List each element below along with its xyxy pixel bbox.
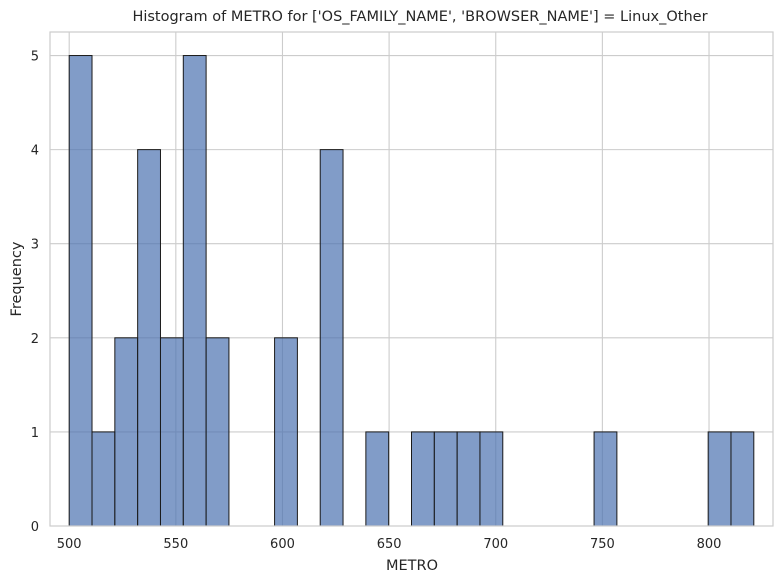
histogram-bar xyxy=(68,55,93,527)
histogram-bar xyxy=(137,149,161,527)
x-tick-label: 650 xyxy=(377,537,402,552)
plot-frame xyxy=(49,31,774,527)
histogram-bar xyxy=(411,431,435,527)
y-tick-label: 0 xyxy=(31,520,39,535)
histogram-bar xyxy=(319,149,344,527)
x-tick-label: 700 xyxy=(483,537,508,552)
histogram-bar xyxy=(593,431,618,527)
histogram-bar xyxy=(91,431,116,527)
histogram-bar xyxy=(274,337,298,527)
histogram-bar xyxy=(730,431,755,527)
x-tick-label: 550 xyxy=(163,537,188,552)
histogram-bar xyxy=(479,431,504,527)
histogram-bar xyxy=(182,55,207,527)
y-tick-label: 4 xyxy=(31,144,39,159)
histogram-bar xyxy=(159,337,184,527)
x-tick-label: 600 xyxy=(270,537,295,552)
histogram-bar xyxy=(433,431,458,527)
histogram-bars xyxy=(68,55,755,527)
histogram-bar xyxy=(205,337,230,527)
histogram-bar xyxy=(456,431,481,527)
y-tick-label: 3 xyxy=(31,238,39,253)
x-tick-label: 800 xyxy=(697,537,722,552)
y-tick-label: 2 xyxy=(31,332,39,347)
y-axis-label: Frequency xyxy=(9,241,25,316)
y-tick-label: 5 xyxy=(31,50,39,65)
histogram-bar xyxy=(365,431,390,527)
y-tick-labels: 0 1 2 3 4 5 xyxy=(31,50,39,535)
x-tick-labels: 500 550 600 650 700 750 800 xyxy=(57,537,722,552)
x-axis-label: METRO xyxy=(386,558,438,574)
chart-title: Histogram of METRO for ['OS_FAMILY_NAME'… xyxy=(132,9,707,25)
x-tick-label: 750 xyxy=(590,537,615,552)
y-tick-label: 1 xyxy=(31,426,39,441)
x-tick-label: 500 xyxy=(57,537,82,552)
histogram-bar xyxy=(707,431,732,527)
histogram-bar xyxy=(114,337,139,527)
